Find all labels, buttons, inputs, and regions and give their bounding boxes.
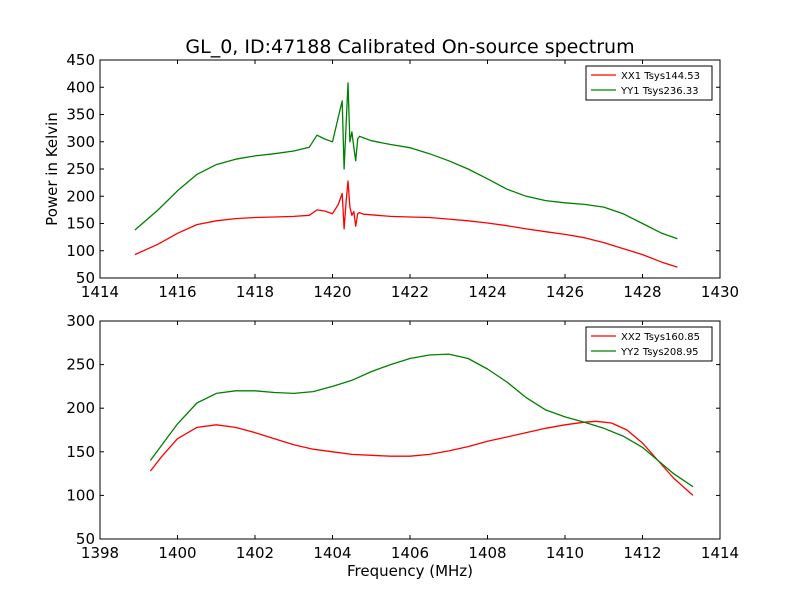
- x-tick-label: 1422: [391, 283, 429, 301]
- y-tick-label: 200: [66, 399, 95, 417]
- y-tick-label: 300: [66, 312, 95, 330]
- figure-title: GL_0, ID:47188 Calibrated On-source spec…: [185, 36, 634, 58]
- y-tick-label: 250: [66, 356, 95, 374]
- chart-panel-1: 1414 1416 1418 1420 1422 1424 1426 1428 1430 50 10…: [43, 51, 739, 301]
- legend-entry: YY2 Tsys208.95: [620, 347, 699, 358]
- x-tick-label: 1418: [236, 283, 274, 301]
- x-tick-label: 1424: [468, 283, 506, 301]
- x-tick-label: 1412: [623, 544, 661, 562]
- x-tick-label: 1404: [313, 544, 351, 562]
- y-tick-label: 250: [66, 160, 95, 178]
- y-tick-label: 450: [66, 51, 95, 69]
- y-tick-label: 150: [66, 443, 95, 461]
- legend-entry: XX1 Tsys144.53: [621, 71, 700, 82]
- x-tick-label: 1400: [158, 544, 196, 562]
- x-tick-label: 1406: [391, 544, 429, 562]
- x-tick-label: 1402: [236, 544, 274, 562]
- legend-box: [585, 326, 713, 362]
- x-axis-label: Frequency (MHz): [347, 562, 473, 580]
- x-tick-label: 1398: [81, 544, 119, 562]
- y-tick-label: 150: [66, 215, 95, 233]
- y-tick-label: 300: [66, 133, 95, 151]
- x-tick-label: 1420: [313, 283, 351, 301]
- y-tick-label: 400: [66, 78, 95, 96]
- y-tick-label: 100: [66, 242, 95, 260]
- x-tick-label: 1410: [546, 544, 584, 562]
- y-tick-label: 50: [76, 269, 95, 287]
- x-tick-label: 1416: [158, 283, 196, 301]
- y-tick-label: 200: [66, 187, 95, 205]
- y-tick-label: 350: [66, 106, 95, 124]
- series-line-1-1: [134, 180, 678, 268]
- x-tick-label: 1414: [81, 283, 119, 301]
- series-line-2-2: [149, 353, 694, 488]
- y-tick-label: 50: [76, 530, 95, 548]
- legend-entry: YY1 Tsys236.33: [620, 86, 699, 97]
- legend-entry: XX2 Tsys160.85: [621, 332, 700, 343]
- series-line-1-2: [134, 82, 678, 240]
- series-line-2-1: [149, 420, 694, 496]
- y-tick-label: 100: [66, 486, 95, 504]
- x-tick-label: 1428: [623, 283, 661, 301]
- x-tick-label: 1414: [701, 544, 739, 562]
- x-tick-label: 1430: [701, 283, 739, 301]
- chart-panel-2: 1398 1400 1402 1404 1406 1408 1410 1412 1414 50 10…: [66, 312, 739, 580]
- x-tick-label: 1408: [468, 544, 506, 562]
- x-tick-label: 1426: [546, 283, 584, 301]
- legend-box: [585, 65, 713, 101]
- y-axis-label: Power in Kelvin: [43, 112, 61, 226]
